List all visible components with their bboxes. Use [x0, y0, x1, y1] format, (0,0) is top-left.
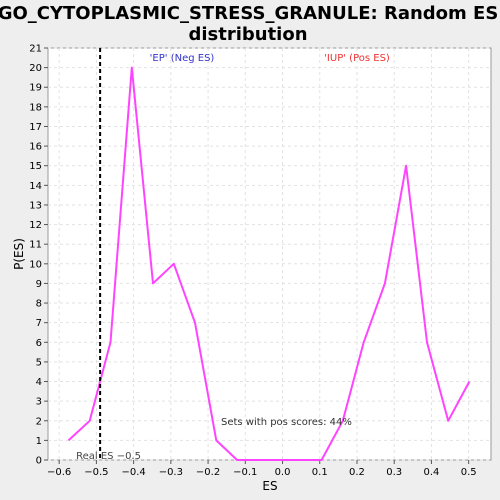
- neg-es-label: 'EP' (Neg ES): [150, 53, 215, 64]
- chart-title-line1: GO_CYTOPLASMIC_STRESS_GRANULE: Random ES: [0, 3, 498, 24]
- y-tick-label: 15: [29, 161, 42, 172]
- y-tick-label: 7: [36, 318, 42, 329]
- series-layer: [67, 66, 471, 461]
- y-tick-label: 8: [36, 299, 42, 310]
- x-axis-label: ES: [262, 479, 277, 493]
- real-es-label: Real ES −0.5: [76, 451, 141, 462]
- y-tick-label: 11: [29, 240, 42, 251]
- y-tick-label: 4: [36, 377, 42, 388]
- pos-es-label: 'IUP' (Pos ES): [324, 53, 390, 64]
- y-tick-label: 12: [29, 220, 42, 231]
- x-tick-label: 0.5: [461, 467, 477, 478]
- y-tick-label: 10: [29, 259, 42, 270]
- y-tick-label: 0: [36, 456, 42, 467]
- x-tick-label: −0.5: [84, 467, 108, 478]
- x-tick-label: 0.3: [386, 467, 402, 478]
- x-tick-label: −0.2: [196, 467, 220, 478]
- y-tick-label: 21: [29, 44, 42, 55]
- x-tick-label: −0.4: [121, 467, 145, 478]
- y-axis-label: P(ES): [12, 238, 26, 270]
- y-tick-label: 17: [29, 122, 42, 133]
- plot-area: [47, 47, 492, 461]
- y-tick-label: 19: [29, 83, 42, 94]
- y-tick-label: 14: [29, 181, 42, 192]
- x-tick-label: 0.2: [349, 467, 365, 478]
- y-tick-label: 1: [36, 436, 42, 447]
- y-tick-label: 13: [29, 200, 42, 211]
- y-tick-label: 3: [36, 397, 42, 408]
- y-tick-label: 18: [29, 102, 42, 113]
- x-tick-label: 0.0: [275, 467, 291, 478]
- y-tick-label: 6: [36, 338, 42, 349]
- y-tick-label: 20: [29, 63, 42, 74]
- x-tick-label: −0.6: [47, 467, 71, 478]
- series-line: [67, 66, 471, 461]
- x-tick-label: 0.1: [312, 467, 328, 478]
- real-es-marker-layer: Real ES −0.5: [76, 48, 141, 462]
- y-tick-label: 16: [29, 142, 42, 153]
- x-tick-label: 0.4: [423, 467, 439, 478]
- y-tick-label: 9: [36, 279, 42, 290]
- y-tick-label: 5: [36, 357, 42, 368]
- chart-title-line2: distribution: [188, 24, 307, 45]
- x-tick-label: −0.3: [159, 467, 183, 478]
- x-axis: −0.6 −0.5 −0.4 −0.3 −0.2 −0.1 0.0 0.1 0.2 0.3 0.4 0…: [47, 460, 477, 478]
- x-tick-label: −0.1: [233, 467, 257, 478]
- pos-scores-annotation: Sets with pos scores: 44%: [221, 417, 352, 428]
- y-tick-label: 2: [36, 416, 42, 427]
